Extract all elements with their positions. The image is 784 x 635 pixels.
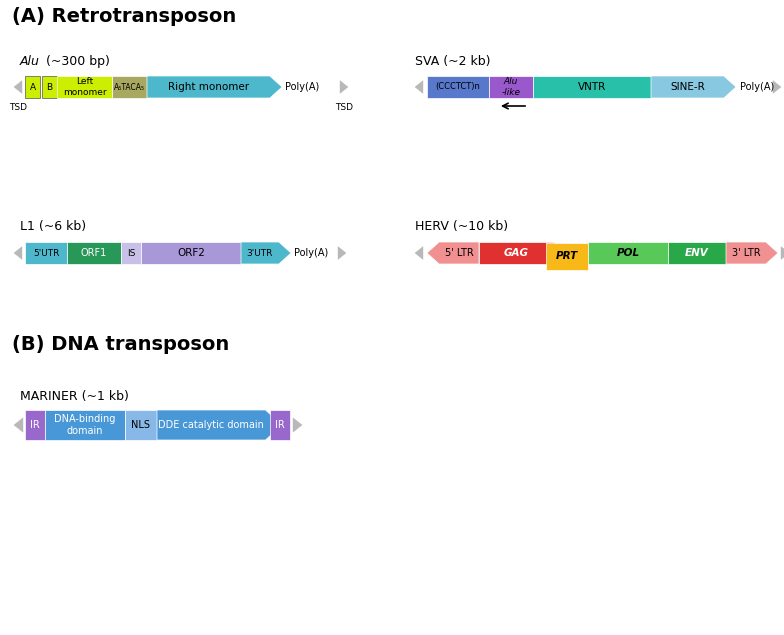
Text: SINE-R: SINE-R — [670, 82, 705, 92]
Bar — [42, 76, 57, 98]
Bar — [57, 76, 112, 98]
Polygon shape — [651, 76, 736, 98]
Bar — [546, 243, 588, 269]
Text: 5'UTR: 5'UTR — [33, 248, 59, 258]
Text: Left
monomer: Left monomer — [63, 77, 107, 97]
Bar — [479, 242, 554, 264]
Text: SVA (~2 kb): SVA (~2 kb) — [415, 55, 491, 68]
Text: TSD: TSD — [335, 103, 353, 112]
Bar — [25, 76, 40, 98]
Text: 3'UTR: 3'UTR — [247, 248, 273, 258]
Polygon shape — [415, 81, 423, 93]
Text: DNA-binding
domain: DNA-binding domain — [54, 414, 116, 436]
Polygon shape — [726, 242, 778, 264]
Bar — [125, 410, 157, 440]
Text: Right monomer: Right monomer — [168, 82, 249, 92]
Text: (A) Retrotransposon: (A) Retrotransposon — [12, 7, 236, 26]
Polygon shape — [157, 410, 282, 440]
Text: PRT: PRT — [556, 251, 578, 261]
Bar — [112, 76, 147, 98]
Polygon shape — [14, 246, 22, 260]
Polygon shape — [241, 242, 291, 264]
Polygon shape — [338, 246, 346, 260]
Bar — [668, 242, 726, 264]
Polygon shape — [415, 246, 423, 260]
Text: Alu
-like: Alu -like — [502, 77, 521, 97]
Bar — [25, 242, 67, 264]
Text: L1 (~6 kb): L1 (~6 kb) — [20, 220, 86, 233]
Polygon shape — [147, 76, 282, 98]
Text: 5' LTR: 5' LTR — [445, 248, 474, 258]
Text: ENV: ENV — [685, 248, 709, 258]
Polygon shape — [427, 242, 479, 264]
Bar — [67, 242, 121, 264]
Text: VNTR: VNTR — [578, 82, 606, 92]
Polygon shape — [14, 81, 22, 93]
Text: Poly(A): Poly(A) — [294, 248, 328, 258]
Text: NLS: NLS — [132, 420, 151, 430]
Text: HERV (~10 kb): HERV (~10 kb) — [415, 220, 508, 233]
Text: (B) DNA transposon: (B) DNA transposon — [12, 335, 229, 354]
Bar — [25, 410, 45, 440]
Text: A: A — [30, 83, 35, 91]
Text: ORF1: ORF1 — [81, 248, 107, 258]
Polygon shape — [340, 81, 348, 93]
Text: IR: IR — [275, 420, 285, 430]
Text: A₅TACA₅: A₅TACA₅ — [114, 83, 145, 91]
Text: ORF2: ORF2 — [177, 248, 205, 258]
Bar — [489, 76, 533, 98]
Bar — [533, 76, 651, 98]
Polygon shape — [293, 418, 302, 432]
Bar — [427, 76, 489, 98]
Text: IS: IS — [127, 248, 135, 258]
Text: MARINER (~1 kb): MARINER (~1 kb) — [20, 390, 129, 403]
Text: Poly(A): Poly(A) — [285, 82, 319, 92]
Text: B: B — [46, 83, 53, 91]
Text: IR: IR — [30, 420, 40, 430]
Bar — [588, 242, 668, 264]
Text: (CCCTCT)n: (CCCTCT)n — [436, 83, 481, 91]
Polygon shape — [14, 418, 23, 432]
Text: Alu: Alu — [20, 55, 40, 68]
Text: DDE catalytic domain: DDE catalytic domain — [158, 420, 264, 430]
Polygon shape — [781, 246, 784, 260]
Bar — [270, 410, 290, 440]
Bar — [121, 242, 141, 264]
Bar — [141, 242, 241, 264]
Polygon shape — [773, 81, 781, 93]
Text: Poly(A): Poly(A) — [740, 82, 775, 92]
Text: 3' LTR: 3' LTR — [731, 248, 760, 258]
Text: POL: POL — [616, 248, 640, 258]
Text: GAG: GAG — [504, 248, 529, 258]
Text: TSD: TSD — [9, 103, 27, 112]
Bar — [45, 410, 125, 440]
Text: (~300 bp): (~300 bp) — [42, 55, 110, 68]
